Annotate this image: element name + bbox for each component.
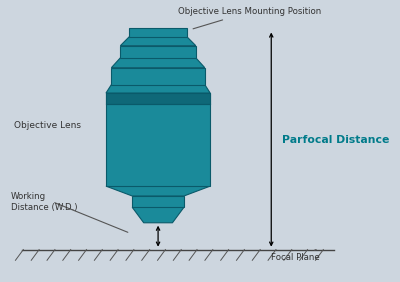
Polygon shape xyxy=(106,93,210,186)
Polygon shape xyxy=(111,68,205,85)
Polygon shape xyxy=(132,207,184,223)
Polygon shape xyxy=(132,196,184,207)
Text: Focal Plane: Focal Plane xyxy=(271,250,320,262)
Polygon shape xyxy=(106,85,210,93)
Polygon shape xyxy=(120,37,196,46)
Text: Objective Lens Mounting Position: Objective Lens Mounting Position xyxy=(178,7,321,29)
Text: Objective Lens: Objective Lens xyxy=(14,121,81,130)
Polygon shape xyxy=(120,46,196,58)
Polygon shape xyxy=(111,58,205,68)
Polygon shape xyxy=(106,186,210,196)
Text: Parfocal Distance: Parfocal Distance xyxy=(282,135,390,145)
Text: Working
Distance (W.D.): Working Distance (W.D.) xyxy=(11,191,77,212)
Polygon shape xyxy=(106,93,210,104)
Polygon shape xyxy=(129,28,187,37)
